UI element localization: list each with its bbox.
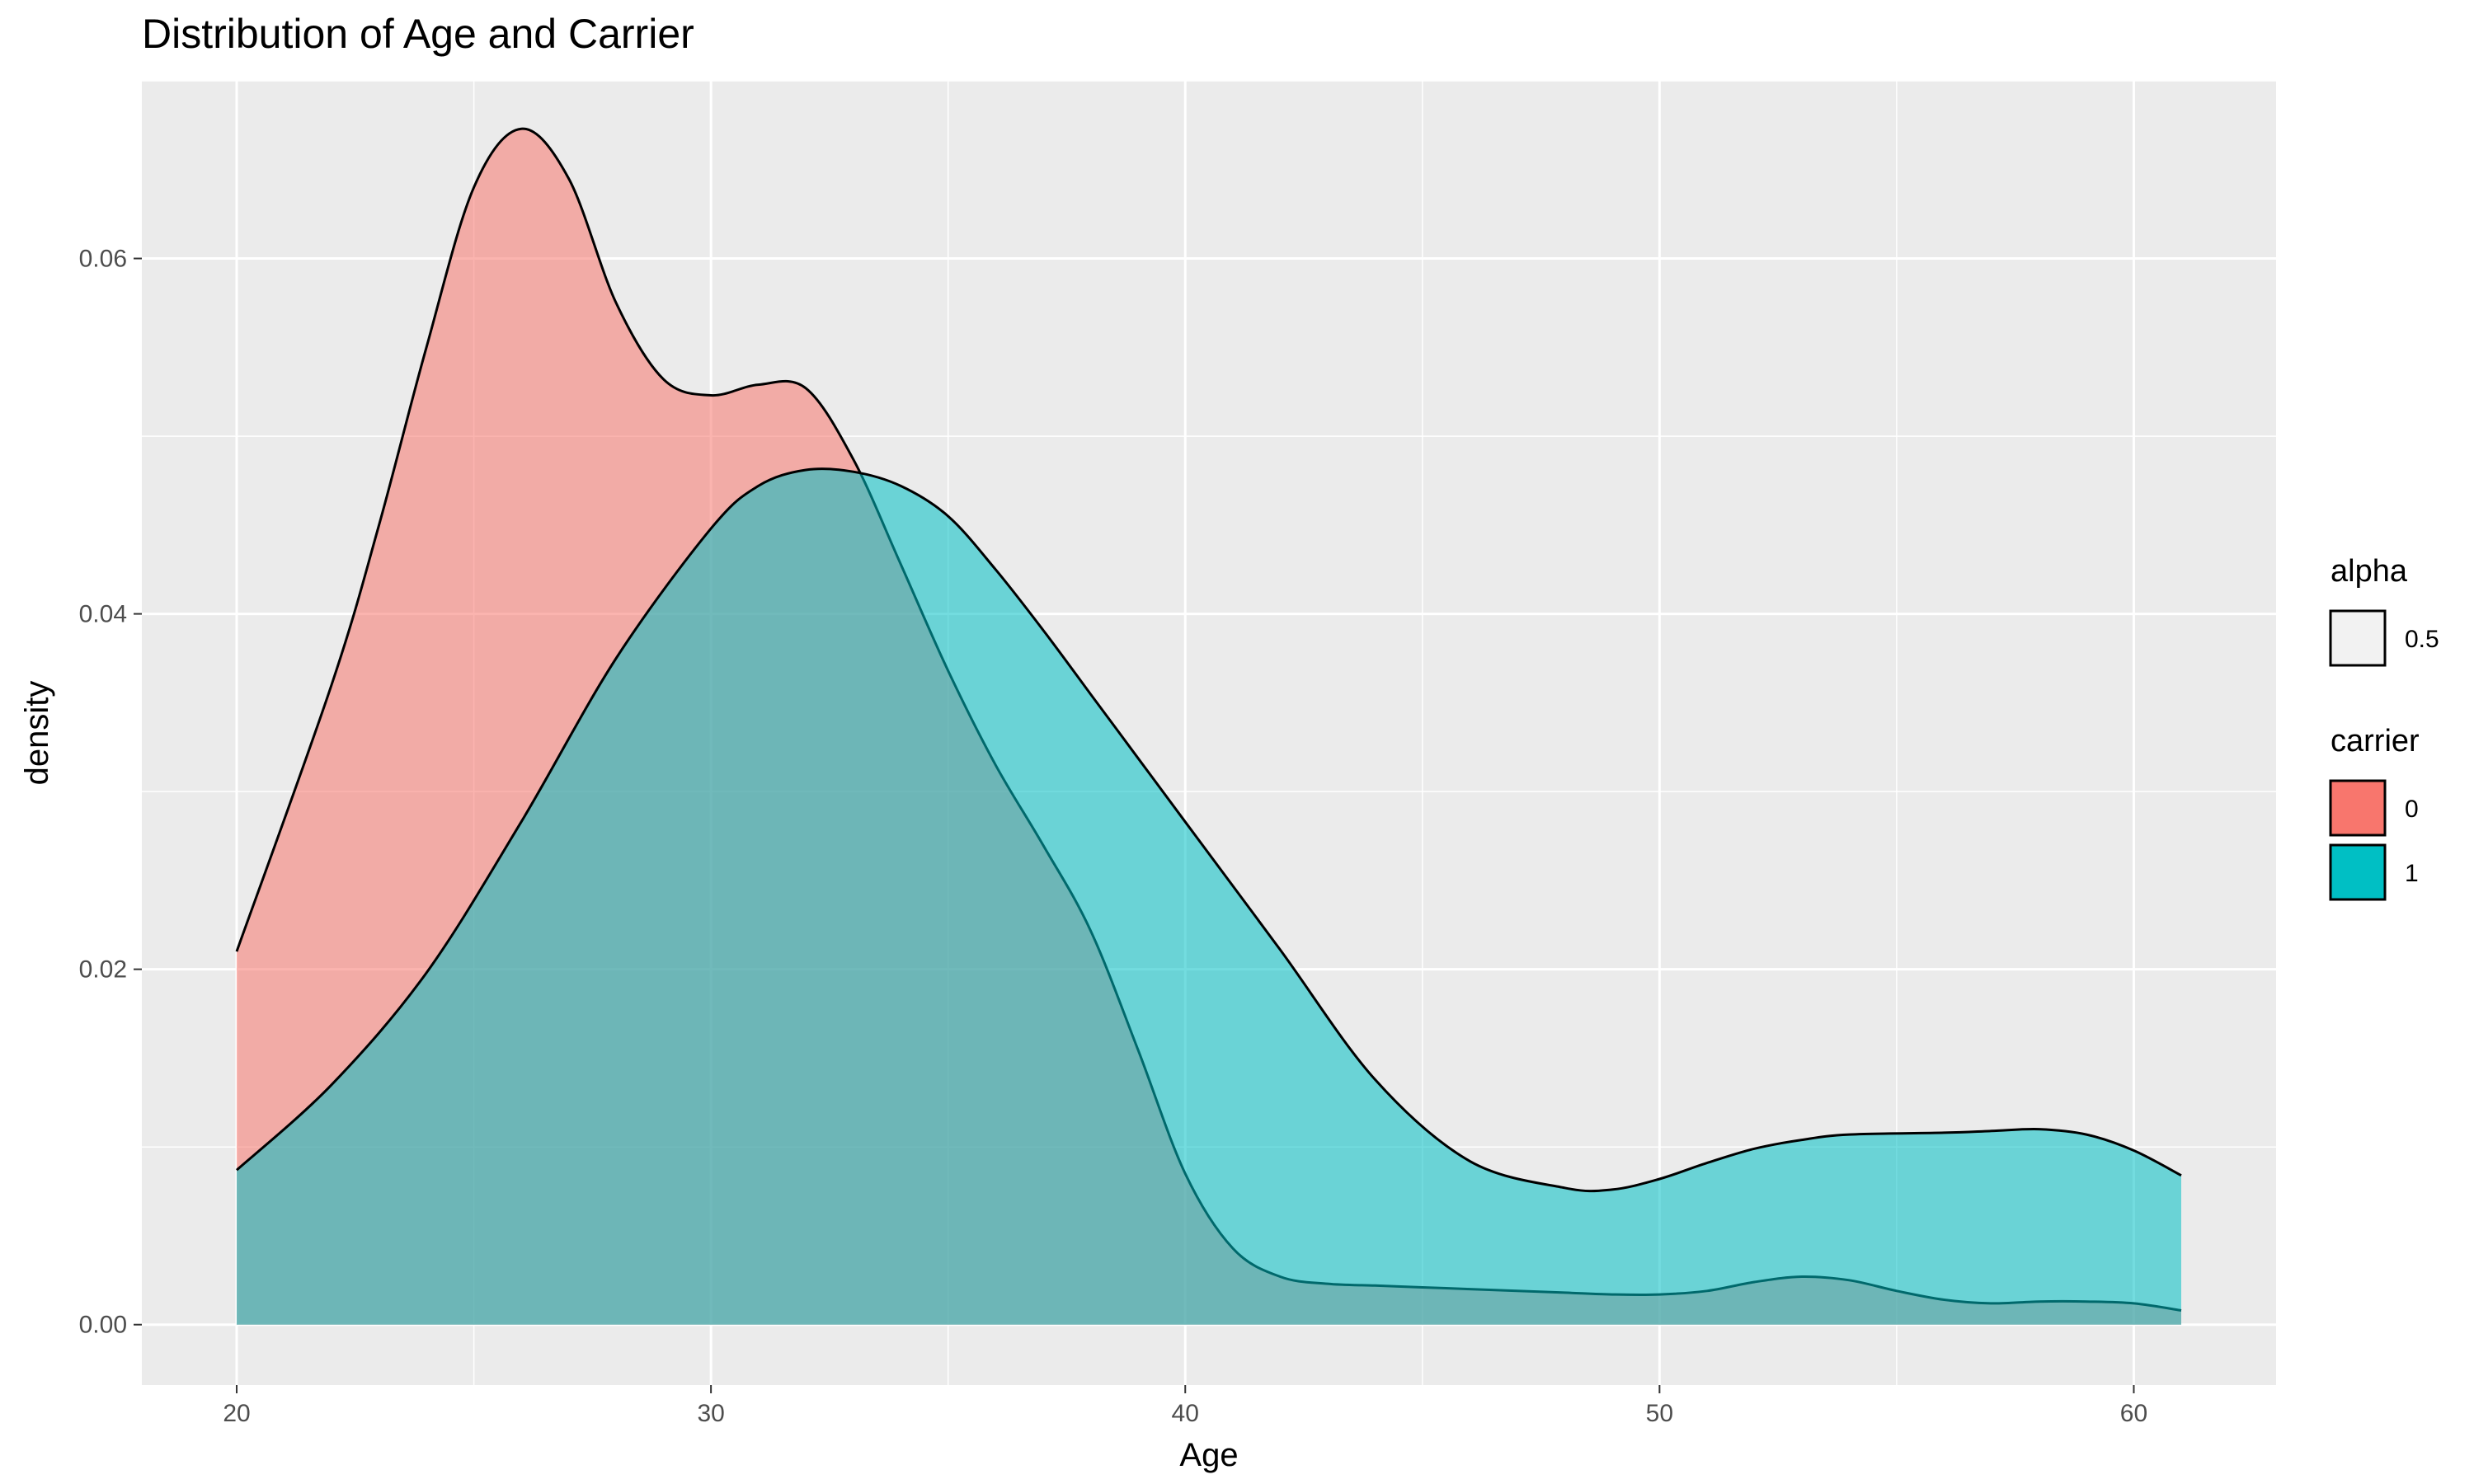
legend-key <box>2329 843 2387 901</box>
x-axis-title: Age <box>1179 1437 1238 1473</box>
x-tick-label: 30 <box>697 1400 724 1427</box>
density-series <box>235 127 2182 1325</box>
chart-title: Distribution of Age and Carrier <box>142 11 694 57</box>
density-line-carrier-1 <box>235 467 2182 1193</box>
legend-key <box>2329 779 2387 837</box>
x-tick-label: 20 <box>223 1400 250 1427</box>
legend-title: carrier <box>2331 724 2420 758</box>
density-area-carrier-1 <box>237 468 2181 1325</box>
y-axis-title: density <box>19 681 55 786</box>
y-tick-label: 0.06 <box>79 246 127 273</box>
x-tick-label: 50 <box>1646 1400 1673 1427</box>
legend-title: alpha <box>2331 554 2408 589</box>
legend-label: 0.5 <box>2405 626 2439 653</box>
y-tick-label: 0.04 <box>79 601 127 628</box>
legend-key <box>2329 609 2387 667</box>
x-tick-label: 40 <box>1172 1400 1199 1427</box>
axis-ticks: 20 30 40 50 60 0.00 0.02 0.04 0.06 <box>79 246 2148 1427</box>
legend-label: 0 <box>2405 796 2419 823</box>
legend-label: 1 <box>2405 860 2419 887</box>
legend: alpha 0.5 carrier 0 1 <box>2329 554 2439 901</box>
x-tick-label: 60 <box>2120 1400 2147 1427</box>
y-tick-label: 0.02 <box>79 956 127 984</box>
y-tick-label: 0.00 <box>79 1312 127 1339</box>
